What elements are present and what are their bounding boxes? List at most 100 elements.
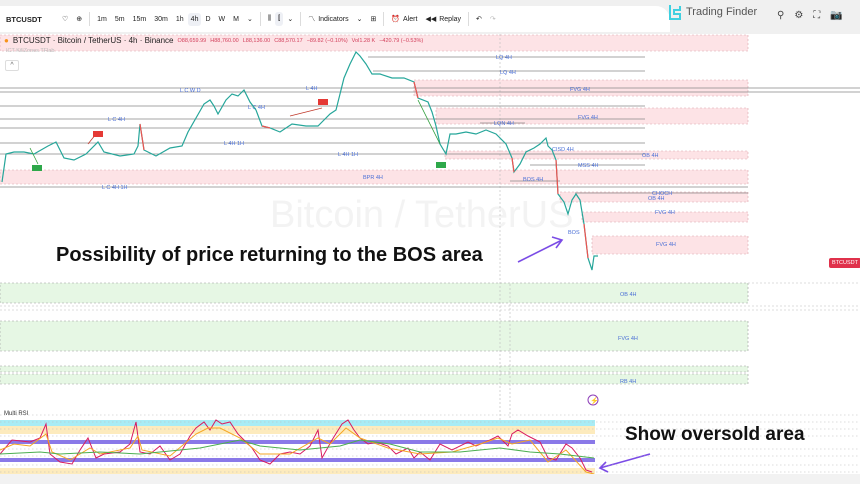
level-label: L C 4H [248,105,265,111]
heart-icon[interactable]: ♡ [62,16,69,23]
level-label: CHOCH [652,191,672,197]
zone-label: OB 4H [642,153,659,159]
symbol-watermark: Bitcoin / TetherUS [270,194,574,236]
symbol-logo-icon: ● [4,36,9,45]
timeframe-1m[interactable]: 1m [97,15,107,23]
zone-label: FVG 4H [655,210,675,216]
chart-canvas[interactable]: Bitcoin / TetherUS [0,34,860,484]
level-label: BPR 4H [363,175,383,181]
brand-name: Trading Finder [686,6,758,18]
timeframe-4h[interactable]: 4h [187,12,202,26]
fullscreen-icon[interactable]: ⛶ [813,10,821,21]
legend-title[interactable]: BTCUSDT · Bitcoin / TetherUS · 4h · Bina… [12,36,174,45]
divider [300,12,302,26]
chart-legend: ● BTCUSDT · Bitcoin / TetherUS · 4h · Bi… [4,36,423,45]
level-label: L C W D [180,88,201,94]
top-bar: BTCUSDT ♡ ⊕ 1m 5m 15m 30m 1h 4h D W M ⌄ … [0,0,860,34]
zone-label: RB 4H [620,379,636,385]
timeframe-1h[interactable]: 1h [175,15,184,23]
chevron-down-icon[interactable]: ⌄ [246,16,253,23]
divider [468,12,470,26]
undo-icon[interactable]: ↶ [476,16,482,23]
chart-toolbar: BTCUSDT ♡ ⊕ 1m 5m 15m 30m 1h 4h D W M ⌄ … [0,6,670,32]
legend-volume: Vol1.28 K [351,37,376,44]
current-price-tag: BTCUSDT [829,258,860,268]
legend-close: C88,570.17 [274,37,303,44]
rsi-fast [0,419,593,473]
layouts-icon[interactable]: ⊞ [370,16,377,23]
symbol-search[interactable]: BTCUSDT [6,14,42,24]
timeframe-30m[interactable]: 30m [154,15,168,23]
level-label: BOS 4H [523,177,543,183]
divider [89,12,91,26]
liquidity-lines [0,56,860,194]
level-label: L C 4H [108,117,125,123]
zone-label: FVG 4H [656,242,676,248]
divider [383,12,385,26]
lightning-event-icon [587,394,599,406]
alarm-clock-icon: ⏰ [391,16,401,23]
timeframe-5m[interactable]: 5m [114,15,125,23]
rsi-pane [0,414,860,478]
level-label: LQ 4H [496,55,512,61]
oversold-annotation: Show oversold area [625,424,805,445]
replay-button[interactable]: ◀◀ Replay [421,15,465,24]
zone-label: FVG 4H [578,115,598,121]
rewind-icon: ◀◀ [425,16,437,23]
level-label: L 4H [306,86,317,92]
indicators-label: Indicators [318,15,349,23]
timeframe-m[interactable]: M [233,15,239,23]
timeframe-w[interactable]: W [218,15,226,23]
replay-label: Replay [439,15,462,23]
level-label: L C 4H 1H [102,185,128,191]
zone-label: OB 4H [620,292,637,298]
candles-icon[interactable]: ⫿ [275,12,284,26]
level-label: L 4H 1H [224,141,244,147]
rsi-mid [0,427,595,475]
bearish-zones [0,34,749,255]
legend-change: −89.82 (−0.10%) [306,37,348,44]
bullish-zones [0,282,749,385]
brand-logo: Trading Finder [668,4,757,20]
redo-icon[interactable]: ↷ [489,16,496,23]
price-chart-drawing: L C W D L 4H L C 4H L C 4H L 4H 1H L 4H … [0,34,860,484]
timeframe-d[interactable]: D [205,15,211,23]
settings-gear-icon[interactable]: ⚙ [794,10,804,21]
chart-actions: ⚲ ⚙ ⛶ 📷 [777,10,843,21]
timeframe-15m[interactable]: 15m [132,15,147,23]
level-label: LQN 4H [494,121,514,127]
level-label: BOS [568,230,580,236]
divider [259,12,261,26]
collapse-legend-button[interactable]: ^ [5,60,19,71]
zone-label: FVG 4H [618,336,638,342]
zone-label: OB 4H [648,196,665,202]
rsi-indicator-label[interactable]: Multi RSI [4,411,29,417]
svg-text:⚡: ⚡ [590,396,599,405]
legend-volume-change: −420.79 (−0.53%) [379,37,424,44]
legend-open: O88,659.99 [177,37,207,44]
level-label: MSS 4H [578,163,599,169]
chevron-down-icon[interactable]: ⌄ [287,16,294,23]
bos-annotation: Possibility of price returning to the BO… [56,244,483,266]
trading-finder-logo-icon [669,5,681,20]
bottom-bar [0,474,860,484]
quick-search-icon[interactable]: ⚲ [777,10,785,21]
bearish-segments [139,81,589,259]
bar-style-icon[interactable]: ⫼ [267,15,272,22]
price-series [1,50,598,271]
legend-low: L88,136.00 [242,37,271,44]
indicators-button[interactable]: 〽 Indicators [304,14,352,24]
camera-snapshot-icon[interactable]: 📷 [830,10,843,21]
indicator-legend[interactable]: ICT KillZones TFlab [6,48,55,54]
level-label: LQ 4H [500,70,516,76]
level-label: L 4H 1H [338,152,358,158]
chevron-down-icon[interactable]: ⌄ [356,16,363,23]
indicators-icon: 〽 [308,16,316,23]
level-label: CISD 4H [552,147,574,153]
zone-label: FVG 4H [570,87,590,93]
compare-add-icon[interactable]: ⊕ [76,16,83,23]
alert-label: Alert [403,15,418,23]
alert-button[interactable]: ⏰ Alert [387,15,421,24]
signal-markers [29,99,446,171]
annotation-arrows [517,236,651,473]
